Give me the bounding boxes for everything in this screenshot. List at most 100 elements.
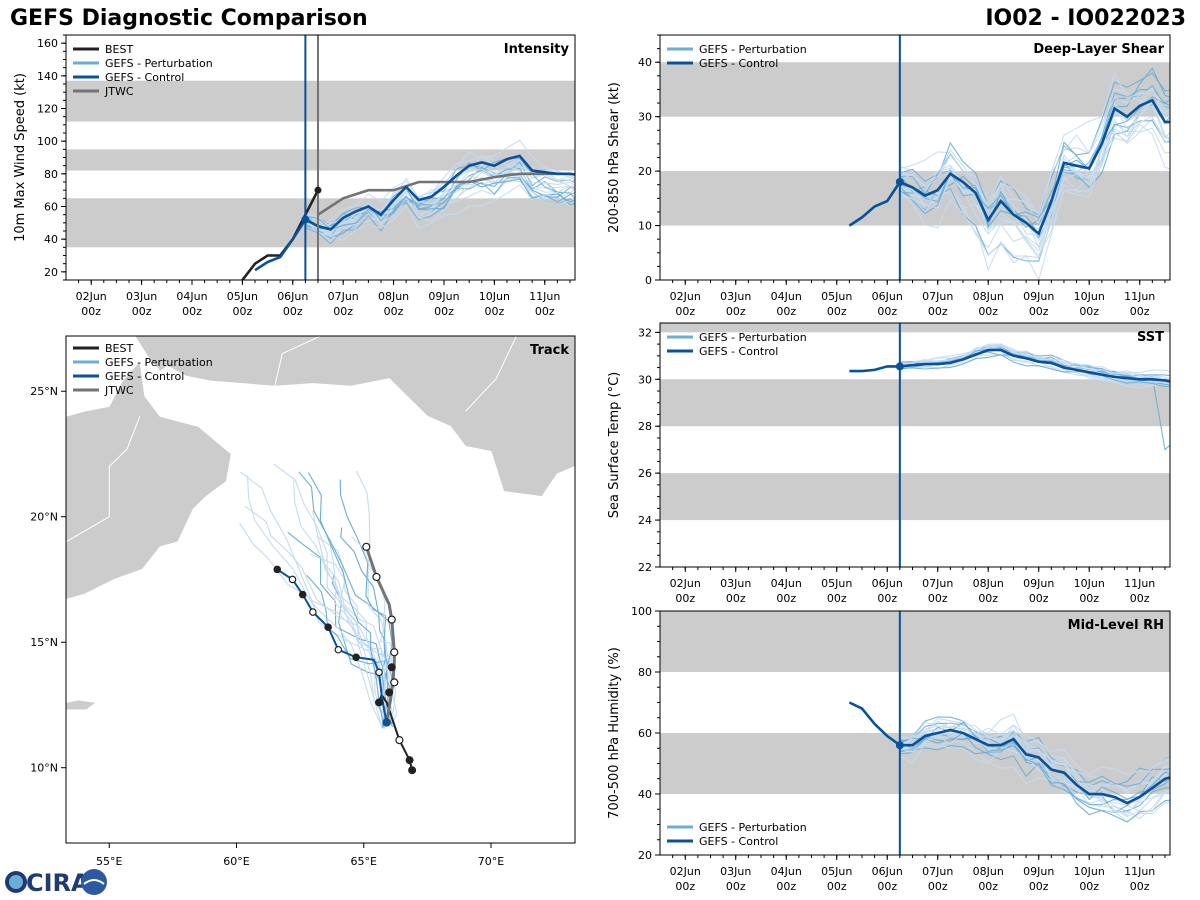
land-mass xyxy=(66,359,232,601)
y-tick-label: 0 xyxy=(645,274,652,287)
series-gefs-control xyxy=(254,154,575,272)
x-tick-label: 00z xyxy=(827,592,847,605)
perturbation-track xyxy=(273,463,385,718)
perturbation-line xyxy=(899,725,1170,814)
perturbation-line xyxy=(899,71,1170,216)
x-tick-label: 11Jun xyxy=(1124,577,1155,590)
cira-logo: CIRA xyxy=(5,869,107,897)
x-tick-label: 00z xyxy=(675,880,695,893)
y-axis-label: Sea Surface Temp (°C) xyxy=(607,372,622,519)
x-tick-label: 00z xyxy=(535,305,555,318)
best-last-marker xyxy=(314,186,322,194)
series-gefs-control xyxy=(848,701,1170,805)
panel-title: Intensity xyxy=(504,42,570,57)
y-tick-label: 26 xyxy=(638,467,652,480)
x-tick-label: 02Jun xyxy=(76,290,107,303)
perturbation-line xyxy=(899,343,1170,383)
x-tick-label: 03Jun xyxy=(720,290,751,303)
best-marker-open xyxy=(390,678,399,687)
init-position-marker xyxy=(382,718,391,727)
x-tick-label: 06Jun xyxy=(872,865,903,878)
x-tick-label: 02Jun xyxy=(670,577,701,590)
country-border xyxy=(465,336,517,412)
x-tick-label: 05Jun xyxy=(821,290,852,303)
panel-intensity: 20 40 60 80 100 120 140 160 02Jun 00z 03Jun 00z 04Ju… xyxy=(13,34,576,318)
x-tick-label: 00z xyxy=(232,305,252,318)
x-tick-label: 02Jun xyxy=(670,865,701,878)
perturbation-line xyxy=(899,96,1170,219)
x-tick-label: 00z xyxy=(776,592,796,605)
shaded-band xyxy=(66,80,575,122)
y-tick-label: 80 xyxy=(44,168,58,181)
perturbation-line xyxy=(304,163,575,232)
shaded-band xyxy=(66,198,575,248)
x-tick-label: 06Jun xyxy=(872,290,903,303)
y-tick-label: 30 xyxy=(638,111,652,124)
x-tick-label: 06Jun xyxy=(277,290,308,303)
x-tick-label: 00z xyxy=(877,592,897,605)
x-tick-label: 07Jun xyxy=(922,290,953,303)
series-gefs-control xyxy=(848,98,1170,236)
x-tick-label: 00z xyxy=(928,880,948,893)
x-tick-label: 00z xyxy=(978,305,998,318)
axes-frame xyxy=(659,322,1171,568)
legend-label: GEFS - Control xyxy=(699,57,778,70)
x-tick-label: 00z xyxy=(877,305,897,318)
x-tick-label: 00z xyxy=(1029,592,1049,605)
y-axis-label: 200-850 hPa Shear (kt) xyxy=(607,82,622,233)
x-tick-label: 00z xyxy=(726,592,746,605)
x-tick-label: 00z xyxy=(726,880,746,893)
legend-label: GEFS - Perturbation xyxy=(105,57,213,70)
x-tick-label: 11Jun xyxy=(529,290,560,303)
y-tick-label: 20 xyxy=(638,849,652,862)
best-marker xyxy=(387,663,396,672)
x-tick-label: 00z xyxy=(384,305,404,318)
perturbation-line xyxy=(305,175,575,235)
x-tick-label: 00z xyxy=(1029,305,1049,318)
x-tick-label: 55°E xyxy=(96,855,122,868)
y-tick-label: 32 xyxy=(638,326,652,339)
legend-label: BEST xyxy=(105,342,133,355)
x-tick-label: 00z xyxy=(726,305,746,318)
shaded-band xyxy=(660,611,1170,672)
x-tick-label: 00z xyxy=(1029,880,1049,893)
x-tick-label: 00z xyxy=(81,305,101,318)
perturbation-track xyxy=(312,510,388,719)
x-tick-label: 00z xyxy=(675,592,695,605)
perturbation-track xyxy=(239,471,383,726)
x-tick-label: 11Jun xyxy=(1124,290,1155,303)
shaded-band xyxy=(660,323,1170,333)
legend-label: GEFS - Control xyxy=(699,345,778,358)
x-tick-label: 11Jun xyxy=(1124,865,1155,878)
control-marker xyxy=(352,653,360,662)
y-tick-label: 22 xyxy=(638,561,652,574)
y-tick-label: 10 xyxy=(638,220,652,233)
perturbation-track xyxy=(339,479,389,728)
control-marker xyxy=(324,623,332,631)
best-marker xyxy=(408,766,417,775)
perturbation-track xyxy=(293,480,386,718)
x-tick-label: 00z xyxy=(1079,592,1099,605)
best-marker xyxy=(405,756,414,765)
perturbation-line xyxy=(305,178,575,231)
init-marker xyxy=(895,362,904,371)
x-tick-label: 00z xyxy=(1079,880,1099,893)
perturbation-line xyxy=(899,740,1170,812)
x-tick-label: 00z xyxy=(283,305,303,318)
y-tick-label: 15°N xyxy=(30,636,58,649)
legend-label: JTWC xyxy=(104,85,134,98)
perturbation-track xyxy=(287,531,391,724)
y-axis-label: 700-500 hPa Humidity (%) xyxy=(607,647,622,819)
perturbation-track xyxy=(247,475,383,727)
legend-label: JTWC xyxy=(104,384,134,397)
perturbation-track xyxy=(307,472,385,729)
x-tick-label: 07Jun xyxy=(922,577,953,590)
x-tick-label: 00z xyxy=(1130,880,1150,893)
y-tick-label: 28 xyxy=(638,420,652,433)
x-tick-label: 00z xyxy=(978,592,998,605)
y-tick-label: 24 xyxy=(638,514,652,527)
x-tick-label: 09Jun xyxy=(1023,577,1054,590)
y-tick-label: 20 xyxy=(44,266,58,279)
x-tick-label: 00z xyxy=(434,305,454,318)
x-tick-label: 00z xyxy=(1130,305,1150,318)
